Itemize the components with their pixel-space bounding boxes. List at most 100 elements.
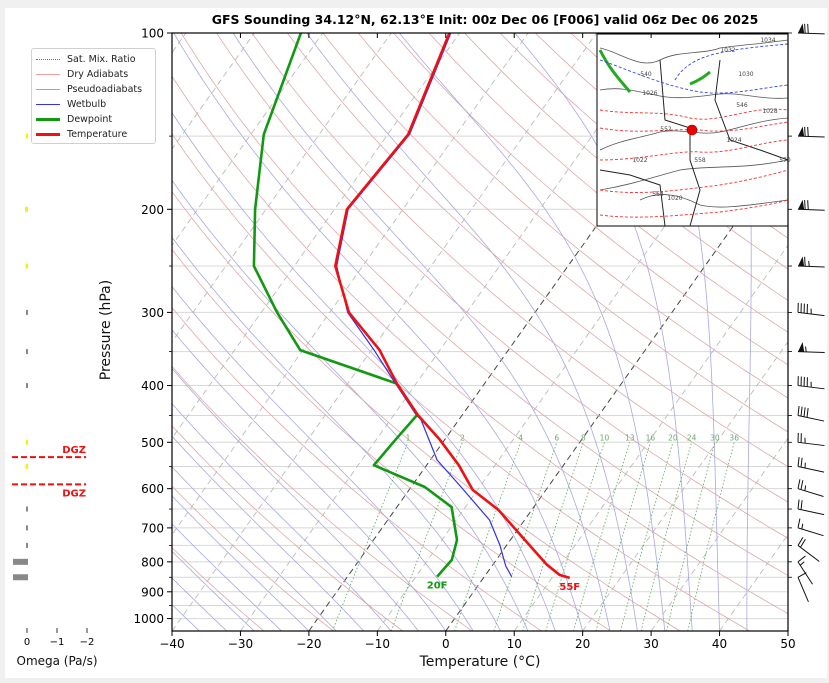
barb-full [797, 406, 800, 416]
barb-half [804, 485, 807, 491]
wind-barb-glyph [797, 572, 809, 603]
pseudoadiabat-line [172, 285, 474, 631]
wind-barb [797, 376, 825, 390]
pseudoadiabat-line [172, 523, 282, 631]
wind-barb [797, 199, 825, 211]
legend-label: Temperature [67, 129, 128, 140]
barb-full [806, 377, 808, 387]
legend-item-sat-mix-ratio: Sat. Mix. Ratio [32, 52, 155, 67]
barb-full [806, 304, 808, 314]
barb-pennant [798, 342, 805, 352]
legend-label: Dewpoint [67, 114, 113, 125]
barb-half [801, 523, 804, 530]
barb-full [797, 518, 801, 528]
map-contour [599, 108, 789, 120]
profile-temperature [333, 33, 571, 580]
barb-half [810, 308, 812, 315]
pseudoadiabat-line [172, 403, 392, 631]
dry-adiabat-line [172, 365, 473, 631]
mixing-ratio-line [454, 442, 522, 631]
barb-full [797, 572, 807, 578]
barb-full [797, 302, 799, 313]
wind-barb-glyph [797, 432, 825, 447]
pseudoadiabat-line [172, 550, 255, 631]
omega-bar [26, 439, 28, 445]
pseudoadiabat-line [172, 111, 556, 631]
dry-adiabat-line [172, 307, 542, 631]
mixing-ratio-line [390, 442, 463, 631]
wind-barb-glyph [797, 457, 825, 473]
mixing-ratio-line [545, 442, 605, 631]
omega-bar [25, 206, 28, 212]
x-tick-label: 0 [442, 637, 450, 651]
wind-barb-glyph [797, 23, 825, 35]
map-contour-label: 1032 [720, 47, 735, 54]
mixing-ratio-label: 16 [646, 433, 656, 442]
y-tick-label: 300 [141, 306, 164, 320]
dry-adiabat-line [172, 248, 612, 631]
pseudoadiabat-line [172, 329, 447, 631]
isotherm-line [650, 437, 788, 631]
y-tick-label: 200 [141, 203, 164, 217]
map-contour-label: 1022 [632, 157, 647, 164]
dry-adiabat-line [464, 33, 788, 301]
isotherm-line [787, 630, 788, 631]
barb-shaft [797, 577, 809, 603]
map-contour [599, 121, 789, 132]
y-tick-label: 800 [141, 555, 164, 569]
mixing-ratio-line [332, 442, 409, 631]
map-contour-label: 540 [640, 71, 652, 78]
map-contour [599, 139, 789, 161]
mixing-ratio-line [595, 442, 651, 631]
x-axis-label: Temperature (°C) [419, 654, 541, 670]
omega-bar [26, 133, 28, 139]
dry-adiabat-line [172, 191, 681, 631]
isotherm-line [513, 244, 788, 631]
wind-barb-glyph [797, 302, 825, 317]
barb-half [805, 346, 807, 352]
barb-full [804, 23, 806, 34]
map-contour [599, 59, 789, 94]
dry-adiabat-line [172, 547, 265, 631]
map-contour [689, 70, 711, 86]
wind-barb-glyph [797, 479, 824, 497]
dry-adiabat-line [393, 33, 788, 366]
wind-barb [797, 126, 825, 138]
pseudoadiabat-line [736, 33, 752, 631]
omega-bar [26, 309, 28, 315]
barb-full [804, 256, 806, 267]
map-contour-label: 570 [779, 157, 791, 164]
wind-barb-glyph [797, 126, 825, 138]
barb-full [804, 200, 806, 210]
wind-barb-glyph [797, 342, 825, 354]
barb-half [808, 261, 810, 267]
barb-full [807, 126, 809, 137]
omega-tick-label: −2 [80, 637, 95, 648]
x-tick-label: −10 [365, 637, 390, 651]
y-tick-label: 600 [141, 482, 164, 496]
wind-barb [797, 342, 825, 354]
barb-full [797, 432, 799, 443]
wind-barb-glyph [797, 518, 824, 537]
pseudoadiabat-line [172, 236, 501, 631]
barb-half [804, 462, 806, 469]
map-contour [639, 194, 789, 208]
wind-barb [797, 479, 824, 497]
dry-adiabat-line [322, 33, 788, 433]
omega-bar [25, 263, 28, 269]
mixing-ratio-label: 36 [729, 433, 739, 442]
barb-shaft [797, 415, 825, 422]
wind-barb-glyph [797, 499, 825, 516]
mixing-ratio-label: 6 [554, 433, 559, 442]
pseudoadiabat-line [232, 33, 611, 631]
omega-tick-label: −1 [50, 637, 65, 648]
dry-adiabat-line [180, 33, 788, 577]
omega-bar [26, 542, 28, 548]
legend-label: Dry Adiabats [67, 69, 129, 80]
barb-full [800, 376, 802, 386]
x-tick-label: −20 [296, 637, 321, 651]
wind-barb [797, 572, 809, 603]
barb-full [797, 457, 800, 467]
map-contour [598, 49, 632, 93]
isotherm-line [582, 341, 788, 631]
